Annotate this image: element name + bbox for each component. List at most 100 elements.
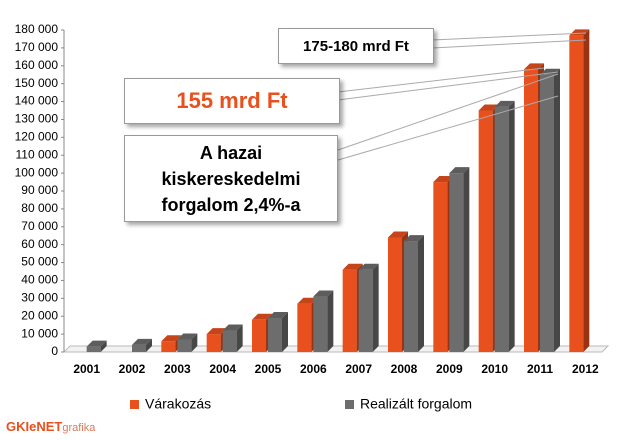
x-tick-label: 2012 [572,362,599,376]
x-tick-label: 2005 [255,362,282,376]
x-tick-label: 2003 [164,362,191,376]
bar-side [554,68,560,352]
leader-line [337,67,545,93]
bar-side [146,338,152,352]
bar-side [282,312,288,352]
bar-top [524,63,544,70]
y-tick-label: 150 000 [15,76,59,90]
y-tick-label: 20 000 [21,308,58,322]
bar-top [268,312,288,319]
y-tick-label: 50 000 [21,255,58,269]
bar [177,339,192,352]
y-tick-label: 170 000 [15,40,59,54]
bar-side [100,340,107,352]
bar [524,69,538,352]
x-tick-label: 2009 [436,362,463,376]
bar-top [494,100,515,107]
logo-suffix: grafika [62,422,96,434]
bar-side [583,29,590,352]
bar-top [177,333,198,340]
x-tick-label: 2002 [119,362,146,376]
x-tick-label: 2006 [300,362,327,376]
y-tick-label: 10 000 [21,326,58,340]
x-tick-label: 2008 [391,362,418,376]
y-tick-label: 120 000 [15,130,59,144]
leader-line [431,32,587,41]
legend-swatch [130,400,139,409]
annotation: 175-180 mrd Ft [278,28,434,64]
logo: GKIeNETgrafika [6,419,95,434]
bar-top [404,235,424,242]
bar [433,182,448,352]
bar-top [342,263,363,270]
y-tick-label: 100 000 [15,165,59,179]
y-tick-label: 60 000 [21,237,58,251]
logo-brand: GKIeNET [6,419,63,434]
x-tick-label: 2011 [527,362,553,376]
annotation: 155 mrd Ft [124,78,340,124]
bar-side [191,333,198,352]
x-tick-label: 2001 [73,362,100,376]
bar-top [86,340,107,347]
bar-top [313,290,334,297]
bar-side [508,100,515,352]
bar [569,35,584,352]
bar-top [252,313,272,320]
bar [342,269,357,352]
annotation: A hazai kiskereskedelmi forgalom 2,4%-a [124,135,338,222]
bar [161,341,176,352]
x-tick-label: 2007 [345,362,372,376]
bar-side [463,167,470,352]
bar-top [132,338,152,345]
x-tick-label: 2010 [481,362,508,376]
bar [404,241,418,352]
y-tick-label: 90 000 [21,183,58,197]
bar [222,330,237,352]
bar [540,74,554,352]
plot: 0 10 000 20 000 30 000 40 000 50 000 60 000 70 … [15,22,610,412]
bar [478,110,493,352]
bar-top [449,167,470,174]
y-tick-label: 140 000 [15,94,59,108]
bar [252,319,266,352]
leader-line [337,73,559,151]
bar-top [478,104,499,111]
leader-line [431,39,587,49]
leader-line [337,95,559,161]
bar [206,334,221,352]
bar [388,237,402,352]
bar [268,318,282,352]
bar [297,303,312,352]
y-tick-label: 130 000 [15,112,59,126]
bar [313,296,328,352]
legend-label: Várakozás [145,396,211,412]
bar [494,106,509,352]
bar-top [222,324,243,331]
bar-top [358,263,379,270]
leader-line [337,71,559,101]
y-tick-label: 80 000 [21,201,58,215]
bar [86,346,101,352]
bar-side [236,324,243,352]
y-tick-label: 180 000 [15,22,59,36]
y-tick-label: 160 000 [15,58,59,72]
bar-top [388,231,408,238]
y-tick-label: 0 [51,344,58,358]
y-tick-label: 40 000 [21,273,58,287]
floor [62,345,610,353]
bar [449,173,464,352]
bar-top [161,335,182,342]
x-tick-label: 2004 [209,362,236,376]
bar-top [297,297,318,304]
bar [358,269,373,352]
bar-side [372,263,379,352]
y-tick-label: 70 000 [21,219,58,233]
legend-label: Realizált forgalom [360,396,472,412]
bar [132,344,146,352]
legend-swatch [345,400,354,409]
y-tick-label: 110 000 [16,147,59,161]
bar-top [433,176,454,183]
bar-side [327,290,334,352]
